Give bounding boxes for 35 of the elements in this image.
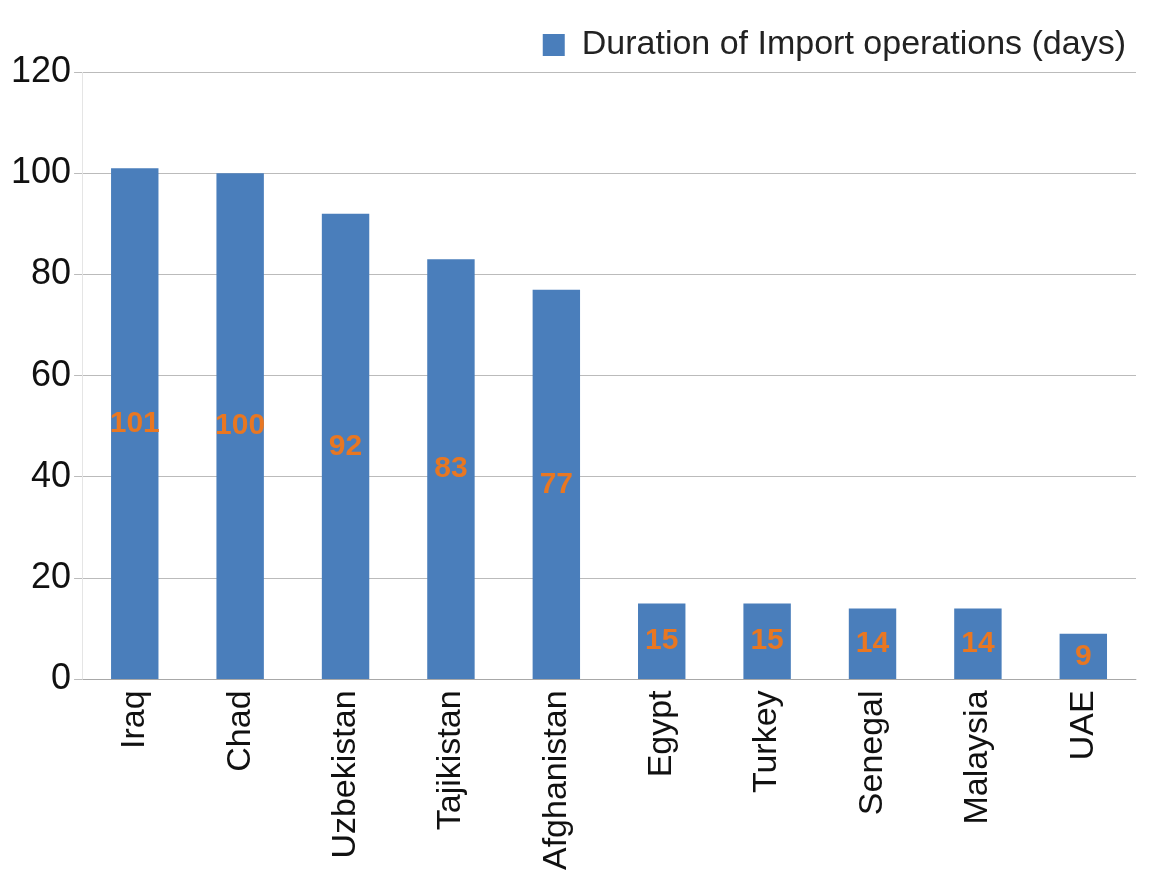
data-label: 14 <box>961 625 995 658</box>
bar <box>321 213 370 679</box>
data-label: 14 <box>855 625 890 658</box>
x-tick-label: Egypt <box>640 689 679 778</box>
x-tick-label: Chad <box>218 690 257 772</box>
data-label: 77 <box>539 465 574 499</box>
x-tick-label: Malaysia <box>956 690 995 825</box>
bar <box>216 173 264 679</box>
data-label: 92 <box>328 427 363 461</box>
y-tick-label: 80 <box>31 251 72 293</box>
legend-label: Duration of Import operations (days) <box>581 23 1126 62</box>
y-tick-label: 100 <box>10 150 72 192</box>
data-label: 9 <box>1074 637 1092 671</box>
bar <box>427 259 475 679</box>
data-label: 15 <box>645 622 679 656</box>
y-tick-label: 60 <box>31 352 72 394</box>
x-tick-label: UAE <box>1061 690 1100 761</box>
data-label: 15 <box>750 622 784 656</box>
x-tick-label: Senegal <box>850 690 889 816</box>
bar <box>638 603 686 679</box>
x-tick-label: Uzbekistan <box>323 690 362 859</box>
bar <box>954 608 1002 679</box>
bar <box>743 603 791 679</box>
x-tick-label: Iraq <box>113 690 152 750</box>
bar <box>532 289 581 679</box>
x-tick-label: Turkey <box>745 690 784 794</box>
data-label: 100 <box>215 407 266 441</box>
x-tick-label: Tajikistan <box>429 690 468 831</box>
x-tick-label: Afghanistan <box>534 690 573 871</box>
y-tick-label: 120 <box>10 48 72 90</box>
y-tick-label: 0 <box>51 656 72 698</box>
bar <box>111 168 159 679</box>
y-tick-label: 20 <box>31 555 72 597</box>
y-tick-label: 40 <box>31 453 72 495</box>
data-label: 83 <box>434 450 468 484</box>
